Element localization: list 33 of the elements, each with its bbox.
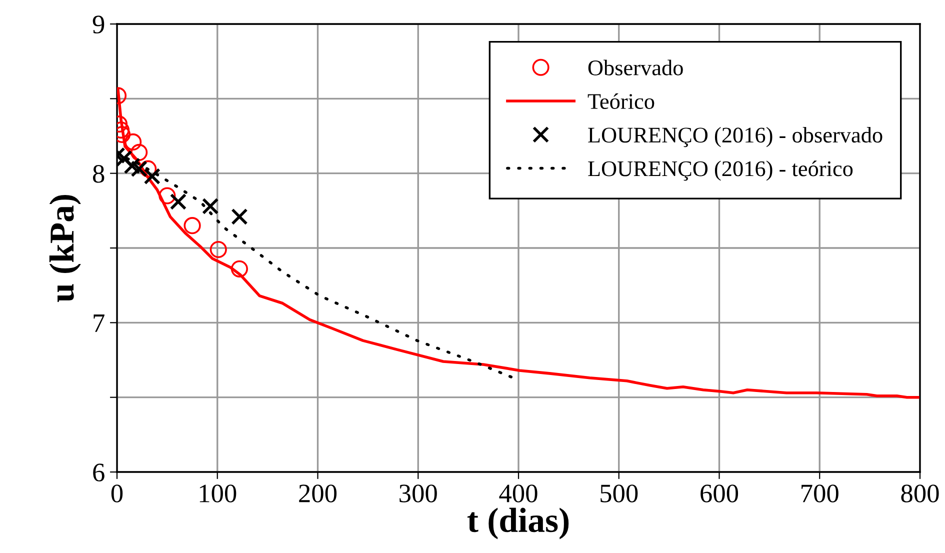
- point: [210, 240, 227, 258]
- x-tick-label: 300: [400, 484, 437, 502]
- point: [124, 133, 142, 151]
- point: [117, 150, 132, 167]
- legend-label: LOURENÇO (2016) - teórico: [588, 160, 853, 181]
- x-tick-label: 200: [299, 484, 337, 502]
- y-tick-label: 7: [94, 314, 104, 332]
- y-axis-title: u (kPa): [49, 195, 81, 302]
- legend-label: LOURENÇO (2016) - observado: [588, 126, 882, 148]
- line-series: [117, 88, 920, 399]
- x-tick-label: 400: [499, 484, 538, 502]
- x-tick-label: 600: [700, 484, 738, 502]
- point: [230, 260, 248, 278]
- x-axis-title: t (dias): [467, 508, 569, 540]
- point: [144, 168, 160, 185]
- x-tick-label: 0: [111, 484, 123, 502]
- point: [202, 198, 219, 215]
- point: [231, 208, 248, 225]
- y-tick-label: 9: [92, 16, 104, 34]
- y-tick-label: 6: [93, 464, 104, 482]
- point: [158, 187, 176, 204]
- legend-label: Teórico: [588, 93, 654, 110]
- x-tick-label: 100: [200, 484, 236, 502]
- point: [130, 144, 148, 161]
- x-tick-label: 700: [802, 484, 838, 502]
- point: [130, 160, 148, 178]
- y-tick-label: 8: [93, 164, 104, 183]
- point: [170, 193, 187, 210]
- x-tick-label: 800: [901, 484, 939, 502]
- point: [124, 158, 140, 174]
- x-tick-label: 500: [600, 484, 638, 502]
- point: [184, 217, 201, 234]
- legend-label: Observado: [588, 60, 683, 76]
